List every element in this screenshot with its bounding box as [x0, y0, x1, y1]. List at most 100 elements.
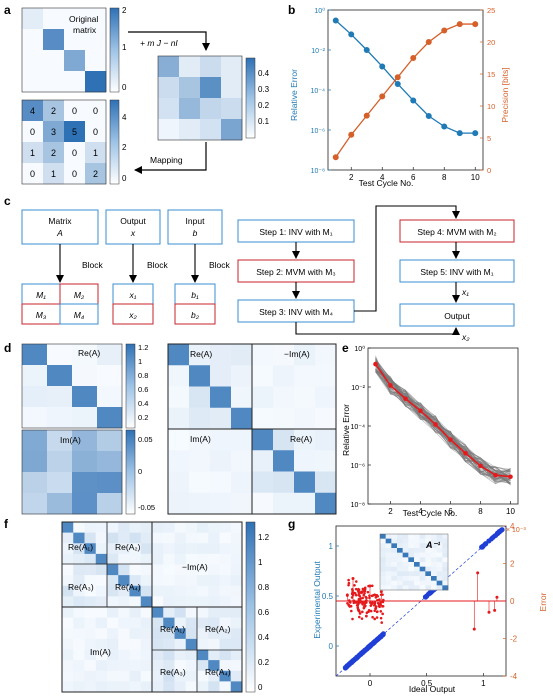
heatmap-cell [294, 386, 316, 409]
heatmap-cell [22, 163, 44, 185]
heatmap-cell [95, 681, 108, 693]
inset-label: A⁻¹ [425, 540, 440, 550]
heatmap-cell [219, 628, 232, 640]
heatmap-cell [97, 344, 123, 366]
heatmap-cell [73, 543, 85, 555]
b-error-point [363, 47, 370, 53]
matrix-label: matrix [73, 25, 97, 35]
step5-box [399, 259, 515, 283]
heatmap-cell [22, 472, 48, 494]
heatmap-cell [95, 670, 108, 682]
block-M1-label: M₁ [36, 290, 46, 300]
f-re4-tl: Re(A₄) [115, 582, 141, 592]
heatmap-cell [95, 660, 108, 672]
heatmap-cell [107, 532, 119, 544]
heatmap-cell [315, 344, 337, 366]
heatmap-cell [210, 344, 232, 366]
heatmap-cell [431, 534, 437, 539]
chart-b: 2 4 6 8 10 10⁰ 10⁻² 10⁻⁴ 10⁻⁶ 10⁻⁸ 25 20 15 10 5 0 [311, 6, 496, 182]
heatmap-cell [397, 534, 403, 539]
heatmap-cell [152, 681, 164, 693]
b-xlabel: Test Cycle No. [359, 178, 414, 188]
heatmap-cell [431, 557, 437, 563]
heatmap-cell [140, 553, 153, 565]
heatmap-cell [129, 585, 142, 597]
heatmap-cell [408, 557, 415, 563]
heatmap-cell [140, 564, 153, 576]
heatmap-cell [185, 638, 198, 650]
heatmap-cell [391, 576, 398, 581]
heatmap-cell [431, 562, 437, 567]
g-error-point [353, 584, 356, 587]
heatmap-cell [442, 538, 449, 544]
f-re2-tl: Re(A₂) [115, 542, 141, 552]
cb-a3-tick-0: 4 [122, 113, 127, 122]
step1-label: Step 1: INV with M₁ [259, 227, 332, 237]
heatmap-cell [185, 617, 198, 629]
f-re1-tl: Re(A₁) [68, 542, 93, 552]
heatmap-cell [402, 538, 409, 544]
heatmap-cell [252, 365, 274, 387]
heatmap-cell [408, 580, 415, 586]
heatmap-cell [425, 562, 432, 567]
heatmap-cell [47, 344, 73, 366]
heatmap-cell [425, 543, 432, 549]
b-precision-point [410, 55, 417, 61]
heatmap-cell [397, 548, 403, 553]
b-xtick-label: 8 [442, 173, 447, 182]
cb-d-top-5: 0.2 [138, 413, 148, 422]
heatmap-cell [230, 585, 243, 597]
heatmap-cell [197, 670, 209, 682]
heatmap-cell [152, 553, 164, 565]
g-error-point [373, 609, 377, 613]
heatmap-cell [72, 430, 98, 452]
e-mean-line [374, 363, 511, 478]
heatmap-cell [73, 564, 85, 576]
heatmap-cell [385, 580, 392, 586]
g-error-point [356, 606, 360, 609]
heatmap-cell [442, 557, 449, 563]
heatmap-cell [22, 407, 48, 429]
heatmap-cell [185, 585, 198, 597]
heatmap-cell [84, 628, 97, 640]
heatmap-cell [294, 450, 316, 472]
heatmap-cell [62, 660, 74, 672]
heatmap-cell [140, 681, 153, 693]
original-label: Original [69, 14, 98, 24]
heatmap-cell [22, 121, 44, 143]
heatmap-cell [197, 564, 209, 576]
e-mean-point [493, 472, 498, 478]
heatmap-cell [230, 543, 243, 555]
heatmap-cell [197, 617, 209, 629]
cb-d-bot-1: 0 [138, 467, 142, 476]
heatmap-cell [95, 617, 108, 629]
heatmap-cell [152, 660, 164, 672]
heatmap-cell [252, 386, 274, 409]
heatmap-cell [84, 617, 97, 629]
heatmap-cell [64, 163, 86, 185]
heatmap-cell [436, 538, 443, 544]
heatmap-cell [219, 670, 232, 682]
heatmap-cell [118, 553, 130, 565]
block-M2-label: M₂ [74, 290, 85, 300]
block-x1-label: x₁ [129, 290, 137, 300]
heatmap-cell [252, 429, 274, 451]
heatmap-cell [118, 564, 130, 576]
g-error-point [349, 604, 353, 608]
b-ytick-left-label: 10⁻⁸ [311, 168, 325, 175]
heatmap-cell [118, 607, 130, 618]
heatmap-cell [174, 617, 187, 629]
heatmap-cell [179, 98, 201, 120]
shifted-matrix-heatmap [158, 56, 243, 141]
e-mean-point [418, 408, 423, 414]
g-error-point [371, 601, 374, 605]
cb-f-3: 0.6 [258, 608, 270, 617]
b-ytick-right-label: 20 [487, 38, 495, 47]
g-error-point [347, 578, 350, 582]
g-error-point [381, 593, 384, 596]
heatmap-cell [168, 429, 190, 451]
heatmap-cell [179, 77, 201, 99]
e-xtick-label: 8 [478, 507, 483, 516]
heatmap-cell [85, 29, 107, 51]
e-trial-line [375, 362, 511, 478]
